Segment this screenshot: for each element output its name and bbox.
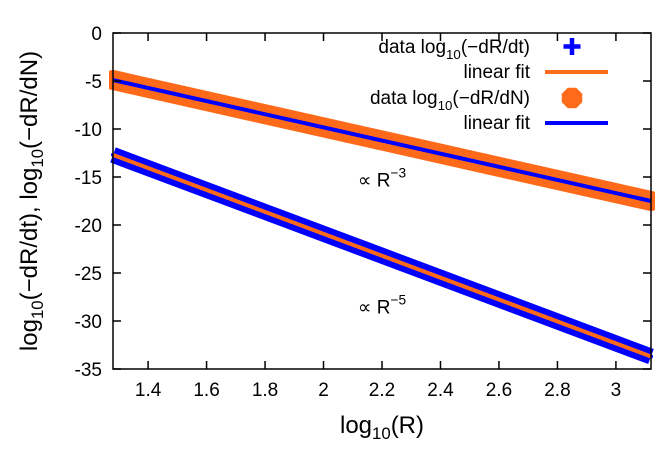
- label-part: (−dR/dN): [16, 51, 43, 149]
- annotation-r-minus-5: ∝ R−5: [358, 292, 407, 318]
- annotations: ∝ R−3∝ R−5: [358, 166, 407, 319]
- x-tick-label: 3: [611, 380, 622, 401]
- legend-label-2: linear fit: [463, 62, 530, 83]
- label-part: (−dR/dt): [461, 37, 530, 58]
- legend-label-1: data log10(−dR/dt): [378, 37, 530, 62]
- label-subscript: 10: [28, 149, 47, 168]
- legend-octagon-marker: [561, 87, 583, 109]
- x-tick-label: 1.6: [193, 380, 219, 401]
- label-part: log: [412, 88, 437, 109]
- label-part: data: [378, 37, 420, 58]
- series-dn-fit-line: [112, 78, 652, 203]
- legend-label-4: linear fit: [463, 113, 530, 134]
- ticks-layer: 1.4 1.6 1.8 2 2.2 2.4 2.6 2.8 3 0 -5 -10 -15 -20 -25 -3…: [75, 24, 651, 401]
- label-part: log: [340, 412, 372, 439]
- y-tick-label: 0: [91, 24, 102, 45]
- x-tick-label: 2: [318, 380, 329, 401]
- y-tick-label: -35: [75, 360, 102, 381]
- y-tick-label: -25: [75, 264, 102, 285]
- label-subscript: 10: [372, 424, 391, 443]
- series-dt-fit-line: [112, 153, 652, 359]
- y-tick-label: -5: [85, 72, 102, 93]
- label-subscript: 10: [446, 47, 461, 62]
- label-part: log: [421, 37, 446, 58]
- label-subscript: 10: [28, 300, 47, 319]
- label-part: log: [16, 319, 43, 351]
- legend-plus-marker: [563, 38, 581, 55]
- x-tick-label: 1.4: [135, 380, 162, 401]
- label-part: (R): [391, 412, 424, 439]
- y-tick-label: -10: [75, 120, 102, 141]
- y-axis-label: log10(−dR/dt), log10(−dR/dN): [16, 51, 47, 351]
- x-tick-label: 2.6: [486, 380, 512, 401]
- annotation-r-minus-3: ∝ R−3: [358, 166, 406, 192]
- y-tick-label: -20: [75, 216, 102, 237]
- x-axis-label: log10(R): [340, 412, 424, 443]
- legend-label-3: data log10(−dR/dN): [370, 88, 530, 113]
- label-part: (−dR/dt),: [16, 200, 43, 301]
- annotation-exponent: −5: [390, 292, 406, 307]
- label-subscript: 10: [438, 98, 453, 113]
- y-tick-label: -30: [75, 312, 102, 333]
- label-part: data: [370, 88, 412, 109]
- annotation-text: ∝ R: [358, 171, 391, 192]
- x-tick-label: 1.8: [252, 380, 278, 401]
- x-tick-label: 2.2: [369, 380, 395, 401]
- x-tick-label: 2.4: [427, 380, 454, 401]
- label-part: (−dR/dN): [452, 88, 530, 109]
- annotation-text: ∝ R: [358, 297, 391, 318]
- label-part: log: [16, 168, 43, 200]
- x-tick-label: 2.8: [544, 380, 570, 401]
- y-tick-label: -15: [75, 168, 102, 189]
- annotation-exponent: −3: [390, 166, 406, 181]
